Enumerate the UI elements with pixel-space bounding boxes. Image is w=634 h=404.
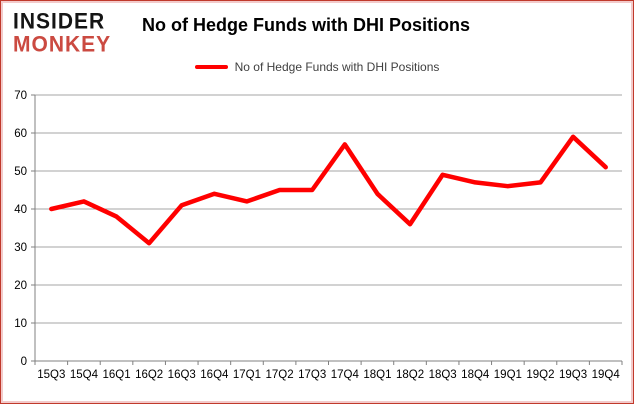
- x-tick-label: 18Q2: [396, 369, 424, 381]
- y-tick-label: 40: [14, 204, 27, 216]
- x-tick-label: 17Q3: [298, 369, 326, 381]
- x-tick-label: 19Q4: [592, 369, 621, 381]
- x-tick-label: 15Q4: [70, 369, 99, 381]
- chart-title: No of Hedge Funds with DHI Positions: [142, 15, 470, 35]
- x-tick-label: 16Q1: [102, 369, 130, 381]
- legend-line-swatch: [194, 65, 228, 69]
- insider-monkey-logo: INSIDER MONKEY: [13, 9, 112, 57]
- y-tick-label: 20: [14, 280, 27, 292]
- legend: No of Hedge Funds with DHI Positions: [1, 60, 633, 74]
- legend-label: No of Hedge Funds with DHI Positions: [234, 60, 440, 74]
- y-tick-label: 30: [14, 242, 27, 254]
- x-tick-label: 16Q4: [200, 369, 229, 381]
- x-tick-label: 19Q2: [526, 369, 554, 381]
- y-tick-label: 50: [14, 166, 27, 178]
- x-tick-label: 17Q4: [331, 369, 360, 381]
- data-series-line: [49, 134, 608, 246]
- y-tick-label: 60: [14, 128, 27, 140]
- y-tick-label: 70: [14, 90, 27, 102]
- y-tick-label: 0: [21, 356, 27, 368]
- x-tick-label: 19Q3: [559, 369, 587, 381]
- x-tick-label: 18Q3: [429, 369, 457, 381]
- x-tick-label: 19Q1: [494, 369, 522, 381]
- x-tick-label: 16Q2: [135, 369, 163, 381]
- logo-insider-text: INSIDER: [13, 9, 106, 34]
- y-tick-label: 10: [14, 318, 27, 330]
- x-tick-label: 18Q4: [461, 369, 490, 381]
- x-tick-label: 17Q1: [233, 369, 261, 381]
- x-tick-label: 16Q3: [168, 369, 196, 381]
- x-tick-label: 18Q1: [363, 369, 391, 381]
- x-tick-label: 17Q2: [266, 369, 294, 381]
- logo-monkey-text: MONKEY: [13, 32, 112, 57]
- x-tick-label: 15Q3: [37, 369, 65, 381]
